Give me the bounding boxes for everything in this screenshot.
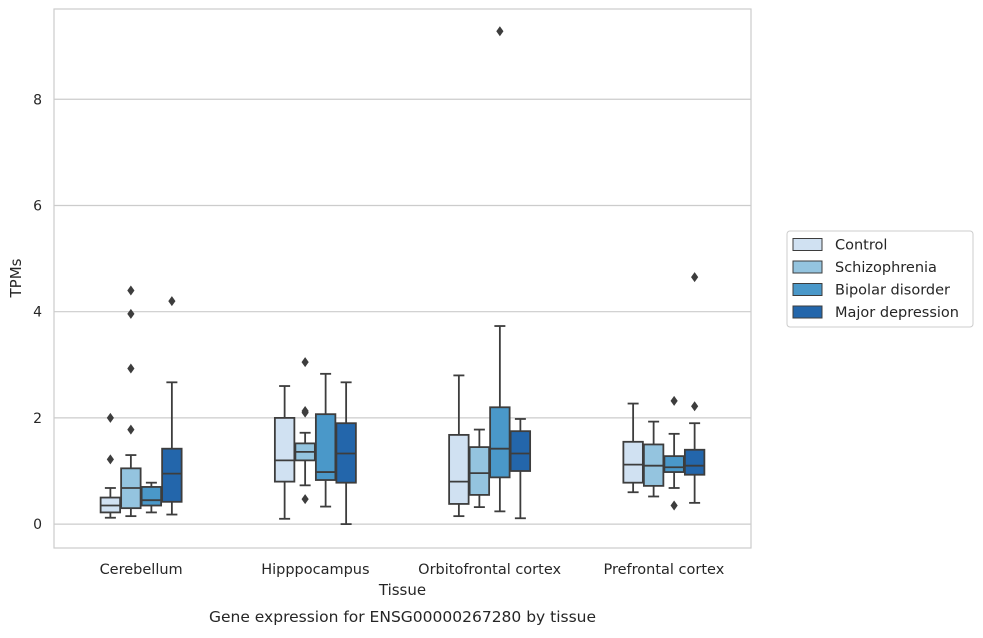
outlier-marker <box>301 357 309 368</box>
legend-label: Bipolar disorder <box>835 283 950 299</box>
y-tick-label: 6 <box>33 198 42 214</box>
x-tick-labels: Cerebellum Hipppocampus Orbitofrontal cort… <box>100 562 725 578</box>
box-group <box>161 296 183 516</box>
legend-frame <box>786 230 974 328</box>
legend-swatch <box>792 260 823 274</box>
x-axis-label: Tissue <box>378 581 426 599</box>
box-iqr <box>509 430 532 472</box>
y-tick-label: 8 <box>33 92 42 108</box>
outlier-marker <box>301 405 309 416</box>
y-gridlines <box>54 98 751 525</box>
chart-caption: Gene expression for ENSG00000267280 by t… <box>209 608 596 626</box>
x-tick-label: Cerebellum <box>100 562 183 578</box>
outlier-marker <box>106 412 114 423</box>
y-tick-label: 4 <box>33 305 42 321</box>
x-tick-label: Hipppocampus <box>261 562 369 578</box>
legend-label: Schizophrenia <box>835 260 937 276</box>
box-iqr <box>273 416 296 483</box>
box-iqr <box>314 413 337 481</box>
y-tick-labels: 0 2 4 6 8 <box>33 92 42 533</box>
box-group <box>663 395 685 511</box>
outlier-marker <box>691 401 699 412</box>
box-group <box>683 272 706 504</box>
box-group <box>335 381 357 526</box>
legend-swatch <box>792 283 823 296</box>
x-tick-label: Prefrontal cortex <box>603 562 724 578</box>
outlier-marker <box>670 395 678 406</box>
outlier-marker <box>127 424 135 435</box>
legend-label: Control <box>835 238 887 254</box>
outlier-marker <box>301 494 309 505</box>
outlier-marker <box>496 26 504 37</box>
legend-swatch <box>792 305 823 319</box>
legend: Control Schizophrenia Bipolar disorder Majo… <box>786 230 974 328</box>
x-tick-label: Orbitofrontal cortex <box>418 562 561 578</box>
box-iqr <box>448 433 470 505</box>
box-group <box>294 357 316 505</box>
box-iqr <box>622 440 644 484</box>
box-group <box>140 481 163 514</box>
box-iqr <box>140 486 163 507</box>
plot-frame <box>53 8 752 549</box>
box-group <box>120 285 142 518</box>
boxes-layer <box>99 26 706 526</box>
box-iqr <box>161 447 183 503</box>
outlier-marker <box>670 500 678 511</box>
y-tick-label: 2 <box>33 411 42 427</box>
box-group <box>314 372 337 508</box>
box-iqr <box>683 448 706 476</box>
box-group <box>489 26 511 513</box>
outlier-marker <box>106 454 114 465</box>
outlier-marker <box>127 308 135 319</box>
box-iqr <box>663 455 685 473</box>
legend-label: Major depression <box>835 305 959 321</box>
box-group <box>273 385 296 520</box>
outlier-marker <box>127 285 135 296</box>
outlier-marker <box>691 272 699 283</box>
legend-swatch <box>792 238 823 251</box>
box-group <box>468 428 491 509</box>
box-iqr <box>468 446 491 496</box>
y-tick-label: 0 <box>33 517 42 533</box>
outlier-marker <box>127 363 135 374</box>
box-iqr <box>489 406 511 479</box>
box-group <box>509 418 532 520</box>
box-group <box>622 402 644 494</box>
y-axis-label: TPMs <box>7 258 25 298</box>
box-group <box>448 374 470 518</box>
outlier-marker <box>168 296 176 307</box>
box-group <box>642 420 665 498</box>
box-group <box>99 412 122 519</box>
